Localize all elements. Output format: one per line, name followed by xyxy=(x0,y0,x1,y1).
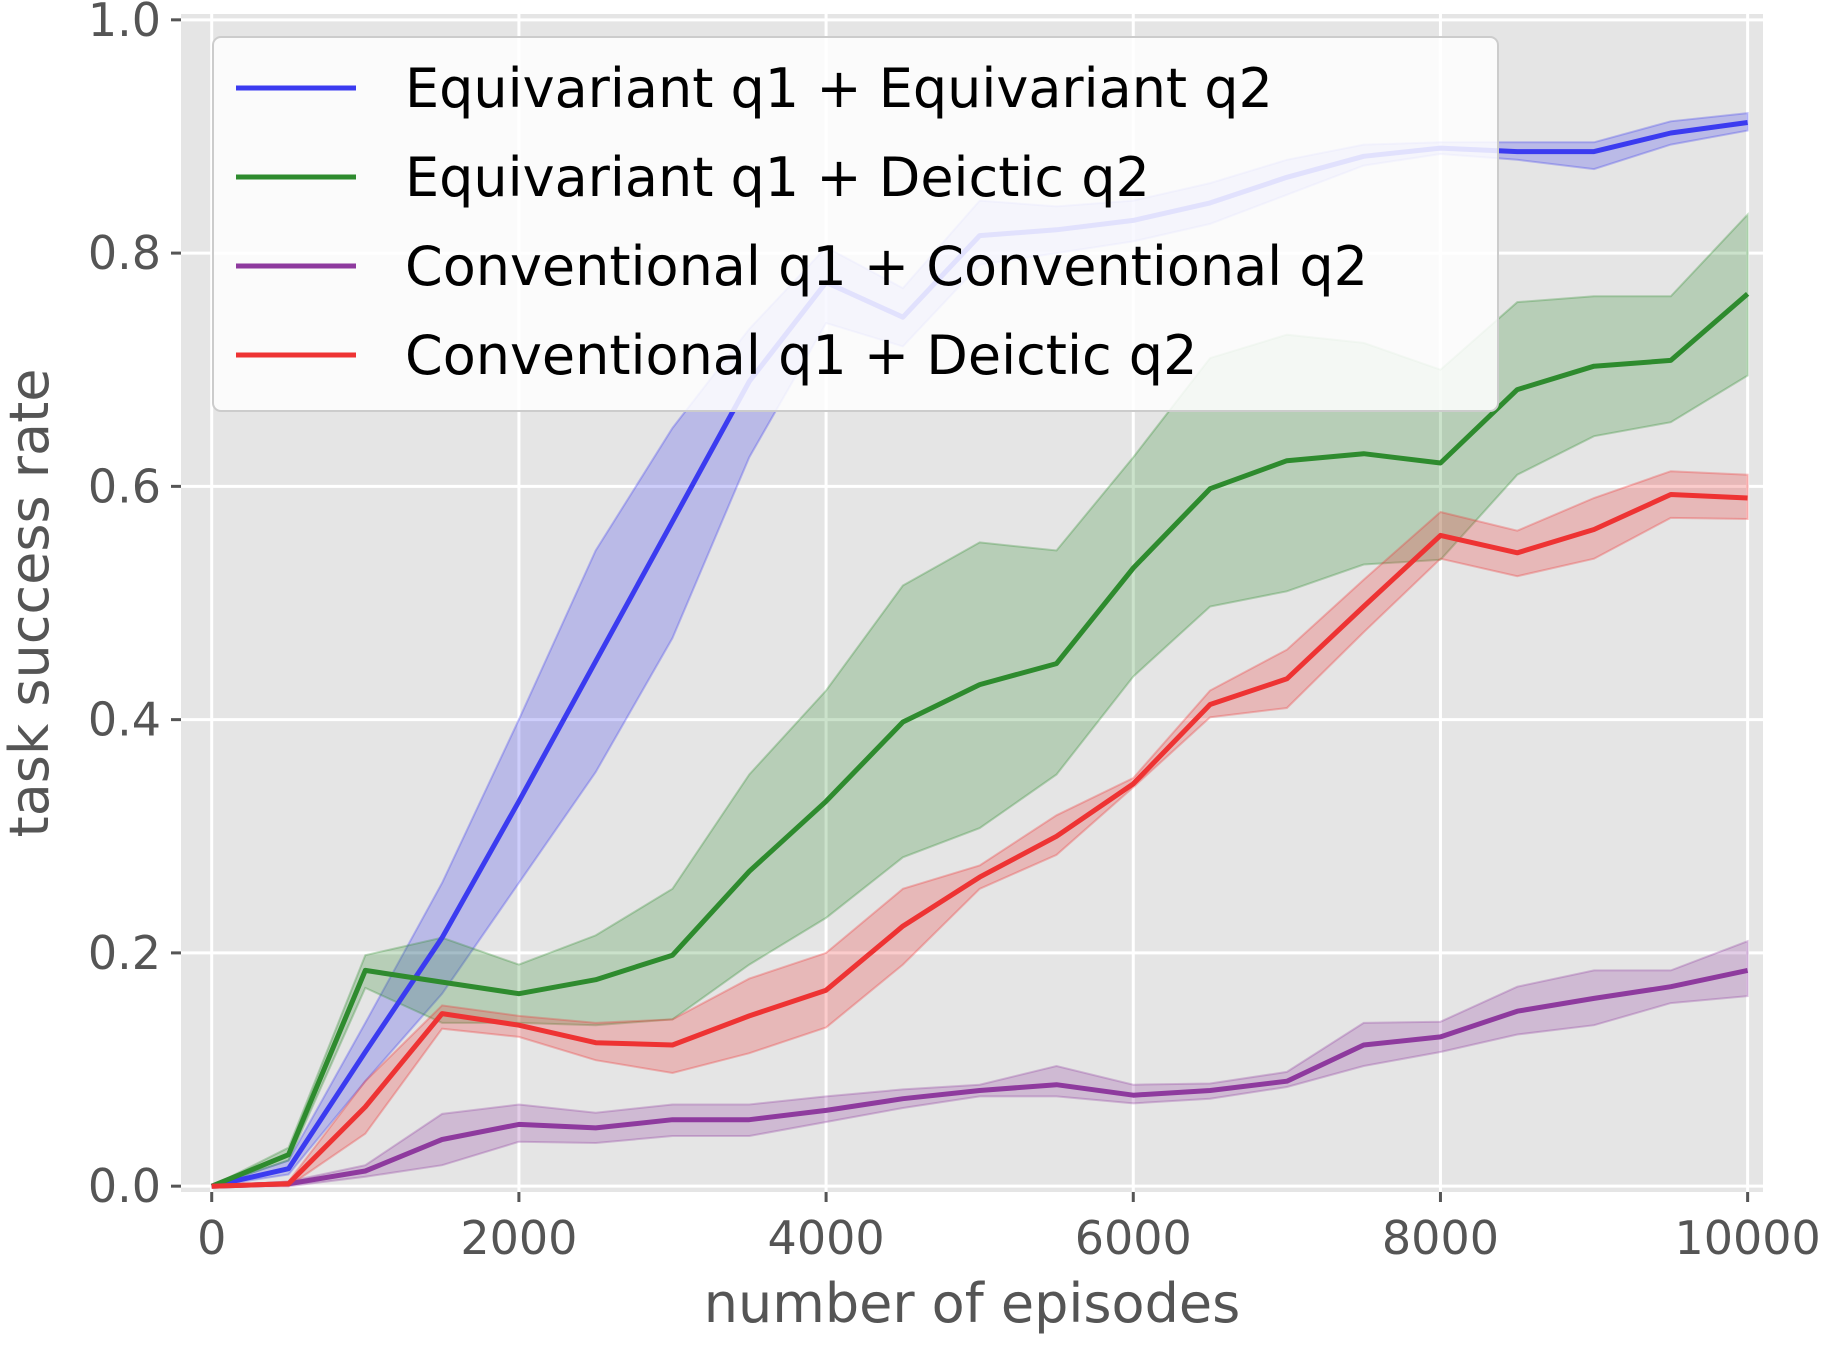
y-tick-labels: 0.0 0.2 0.4 0.6 0.8 1.0 xyxy=(88,0,161,1213)
y-axis-label: task success rate xyxy=(0,369,61,838)
legend-label-4: Conventional q1 + Deictic q2 xyxy=(405,324,1197,387)
x-tick-label: 2000 xyxy=(460,1211,577,1265)
confidence-bands xyxy=(211,111,1749,1188)
x-tick-label: 4000 xyxy=(768,1211,885,1265)
y-tick-label: 0.0 xyxy=(88,1159,161,1213)
y-tick-label: 0.2 xyxy=(88,926,161,980)
series-line-4 xyxy=(211,492,1748,1189)
series-line-2 xyxy=(210,292,1750,1189)
x-tick-label: 10000 xyxy=(1674,1211,1820,1265)
x-axis-label: number of episodes xyxy=(704,1272,1240,1335)
x-tick-label: 6000 xyxy=(1075,1211,1192,1265)
legend-label-2: Equivariant q1 + Deictic q2 xyxy=(405,146,1150,209)
y-tick-label: 0.4 xyxy=(88,693,161,747)
legend: Equivariant q1 + Equivariant q2 Equivaria… xyxy=(212,36,1499,412)
y-tick-label: 0.8 xyxy=(88,226,161,280)
y-tick-label: 1.0 xyxy=(88,0,161,47)
series-line-3 xyxy=(211,967,1749,1189)
x-tick-label: 8000 xyxy=(1382,1211,1499,1265)
axis-ticks xyxy=(171,18,1750,1202)
x-tick-labels: 0 2000 4000 6000 8000 10000 xyxy=(197,1211,1821,1265)
legend-label-1: Equivariant q1 + Equivariant q2 xyxy=(405,57,1273,120)
y-tick-label: 0.6 xyxy=(88,459,161,513)
confidence-band-3 xyxy=(211,939,1749,1188)
legend-label-3: Conventional q1 + Conventional q2 xyxy=(405,235,1368,298)
x-tick-label: 0 xyxy=(197,1211,226,1265)
legend-box xyxy=(212,36,1499,412)
